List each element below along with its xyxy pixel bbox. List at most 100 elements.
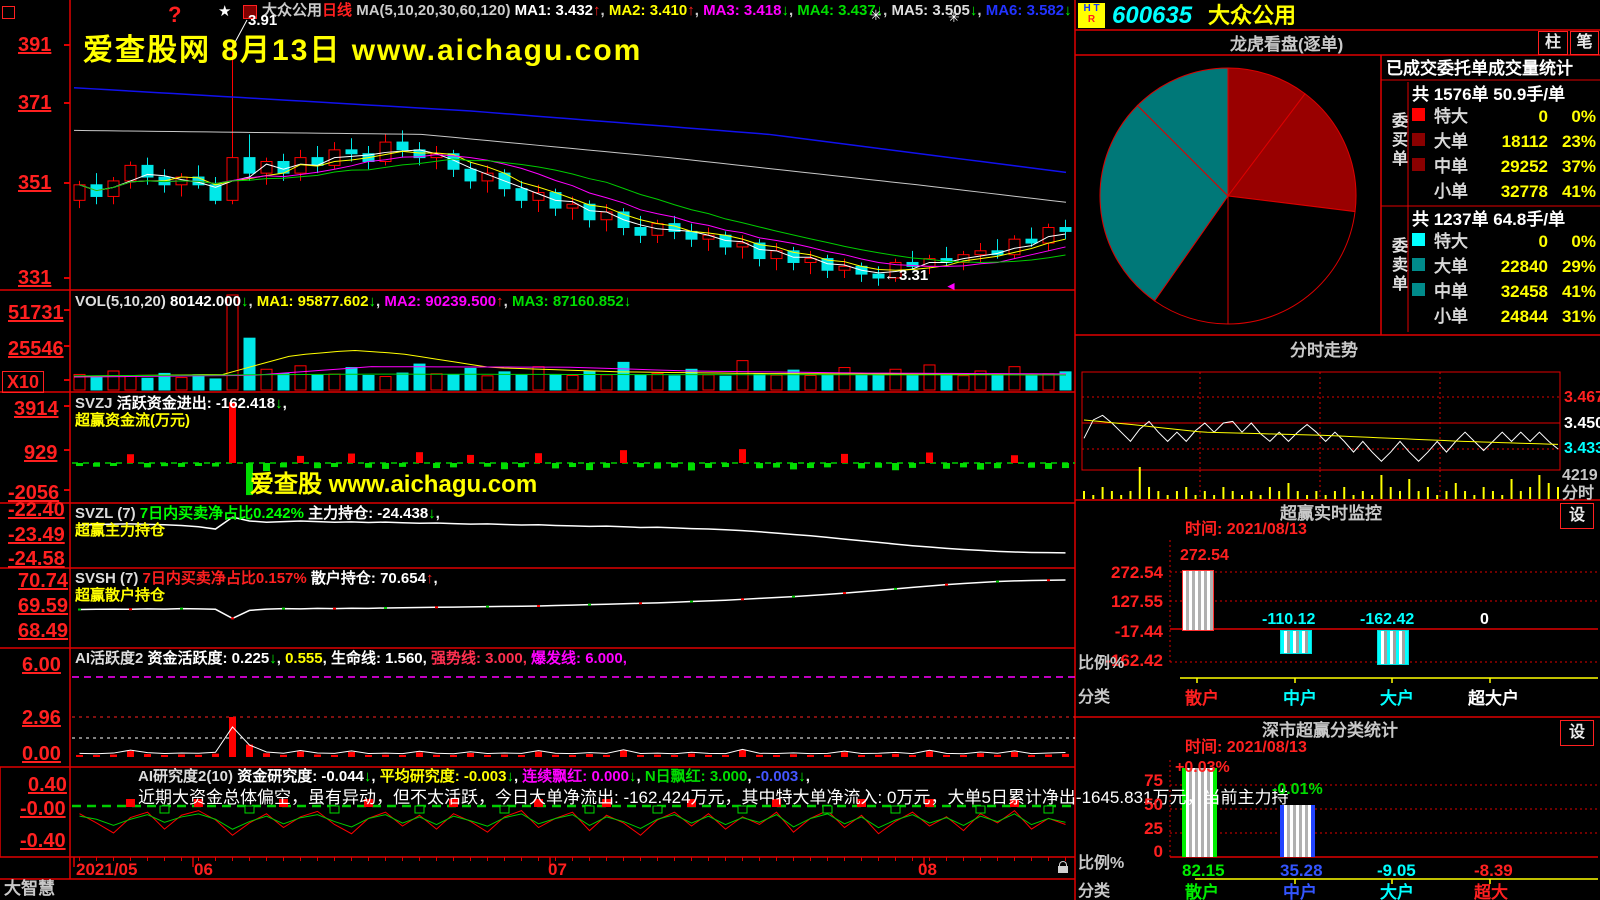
stock-code: 600635 (1112, 2, 1193, 29)
header-segment: , (371, 768, 380, 785)
header-segment: 生命线: 1.560, (330, 650, 431, 667)
shenshi-anno-2: -0.01% (1272, 781, 1323, 798)
header-segment: , (276, 650, 286, 667)
header-segment: , (747, 768, 756, 785)
high-annotation: 3.91 (248, 12, 278, 29)
header-segment: , (376, 293, 385, 310)
ai1-label-3: 0.00 (22, 743, 61, 765)
header-segment: ↓ (798, 768, 806, 785)
help-icon[interactable]: ? (168, 2, 182, 27)
order-stat-cell: 小单 (1434, 182, 1468, 201)
fenshi-title: 分时走势 (1290, 341, 1358, 360)
order-stat-cell: 31% (1561, 307, 1596, 326)
vol-label-25546: 25546 (8, 338, 64, 360)
header-segment: , (435, 505, 440, 522)
shenshi-title: 深市超赢分类统计 (1262, 721, 1398, 740)
header-segment: 80142.000 (170, 293, 241, 310)
favorite-star-icon[interactable]: ★ (218, 3, 232, 20)
timeline-07[interactable]: 07 (548, 860, 567, 879)
shenshi-y4: 0 (1153, 842, 1163, 861)
header-segment: 爆发线: 6.000, (531, 650, 627, 667)
header-segment: MA(5,10,20,30,60,120) (352, 2, 515, 19)
shenshi-cat-3: 大户 (1380, 883, 1414, 900)
shenshi-cat-1: 散户 (1185, 883, 1219, 900)
svsh-label-3: 68.49 (18, 620, 69, 642)
header-segment: , (600, 2, 609, 19)
ai-research-summary: 近期大资金总体偏空，虽有异动，但不太活跃，今日大单净流出: -162.424万元… (138, 788, 1289, 807)
event-marker-2: ✳ (948, 9, 960, 25)
monitor-bar-dahu (1377, 630, 1409, 665)
header-segment: , (513, 768, 523, 785)
monitor-anno-4: 0 (1480, 611, 1489, 628)
monitor-y4: -162.42 (1105, 651, 1163, 670)
header-segment: MA2: 90239.500 (384, 293, 497, 310)
fenshi-vol-label: 4219 (1562, 467, 1598, 484)
monitor-anno-1: 272.54 (1180, 547, 1229, 564)
order-stat-cell: 29252 (1500, 157, 1548, 176)
window-icon[interactable] (2, 6, 15, 19)
buy-side-label: 委买单 (1389, 112, 1406, 169)
order-stat-cell: 32778 (1500, 182, 1548, 201)
shenshi-val-3: -9.05 (1377, 861, 1416, 880)
shenshi-y2: 50 (1144, 795, 1163, 814)
order-size-swatch (1412, 258, 1425, 271)
monitor-time: 时间: 2021/08/13 (1185, 521, 1307, 538)
shenshi-cat-2: 中户 (1283, 883, 1317, 900)
header-segment: ↑ (687, 2, 695, 19)
header-segment: 强势线: 3.000, (431, 650, 532, 667)
svzj-label-2: 929 (24, 442, 58, 464)
logo-r: R (1087, 14, 1096, 25)
svzj-subtitle: 超赢资金流(万元) (75, 412, 190, 429)
header-segment: 平均研究度: -0.003 (379, 768, 507, 785)
order-size-swatch (1412, 133, 1425, 146)
header-segment: ↓ (240, 293, 249, 310)
timeline-2021-05[interactable]: 2021/05 (76, 860, 138, 879)
header-segment: , (805, 768, 810, 785)
order-stat-cell: 特大 (1434, 107, 1468, 126)
order-stat-cell: 24844 (1500, 307, 1548, 326)
shenshi-val-4: -8.39 (1474, 861, 1513, 880)
order-stat-cell: 0 (1538, 107, 1548, 126)
svzj-label-1: 3914 (14, 398, 59, 420)
monitor-anno-3: -162.42 (1360, 611, 1415, 628)
order-size-swatch (1412, 108, 1425, 121)
timeline-08[interactable]: 08 (918, 860, 937, 879)
header-segment: 7日内买卖净占比0.157% (142, 570, 307, 587)
shenshi-settings-button[interactable]: 设 (1560, 720, 1594, 746)
header-segment: ↓ (875, 2, 884, 19)
order-stat-cell: 特大 (1434, 232, 1468, 251)
monitor-y1: 272.54 (1111, 563, 1163, 582)
header-segment: ↓ (275, 395, 283, 412)
header-segment: ↓ (368, 293, 377, 310)
header-segment: 0.555 (285, 650, 323, 667)
header-segment: ↑ (593, 2, 601, 19)
header-segment: , (503, 293, 512, 310)
monitor-y2: 127.55 (1111, 592, 1163, 611)
header-segment: SVZJ (75, 395, 117, 412)
header-segment: ↓ (269, 650, 277, 667)
header-segment: 7日内买卖净占比0.242% (139, 505, 304, 522)
header-segment: , (322, 650, 331, 667)
header-segment: ↓ (506, 768, 514, 785)
ai2-label-1: 0.40 (28, 774, 67, 796)
order-stat-cell: 22840 (1500, 257, 1548, 276)
monitor-cat-2: 中户 (1283, 689, 1317, 708)
monitor-settings-button[interactable]: 设 (1560, 503, 1594, 529)
site-watermark: 爱查股网 8月13日 www.aichagu.com (83, 34, 643, 67)
tick-mode-button[interactable]: 笔 (1570, 31, 1599, 55)
order-size-swatch (1412, 283, 1425, 296)
header-segment: MA6: 3.582 (985, 2, 1065, 19)
column-mode-button[interactable]: 柱 (1538, 31, 1568, 55)
lock-icon[interactable] (1058, 861, 1068, 873)
header-segment: SVSH (7) (75, 570, 143, 587)
svzl-label-1: -22.40 (8, 499, 65, 521)
shenshi-ratio-label: 比例% (1078, 855, 1125, 872)
header-segment: , (694, 2, 704, 19)
timeline-06[interactable]: 06 (194, 860, 213, 879)
order-stat-cell: 大单 (1434, 257, 1468, 276)
shenshi-bar-zhonghu (1280, 805, 1315, 857)
header-segment: 日线 (322, 2, 353, 19)
order-stat-cell: 32458 (1500, 282, 1548, 301)
